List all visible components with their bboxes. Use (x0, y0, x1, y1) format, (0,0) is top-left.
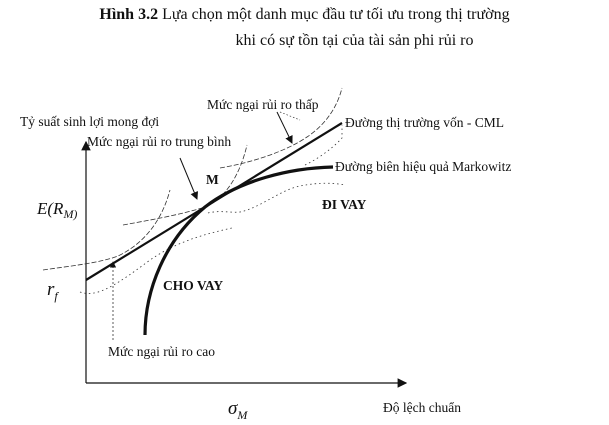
indifference-curve-medium (122, 144, 248, 226)
market-return-tick: E(RM) (36, 199, 77, 221)
x-axis-label: Độ lệch chuẩn (383, 400, 461, 415)
risk-free-tick: rf (47, 279, 59, 303)
markowitz-efficient-frontier (143, 165, 334, 336)
low-aversion-arrow (276, 111, 293, 144)
sigma-m-tick: σM (228, 398, 248, 422)
indifference-curve-low (219, 87, 343, 169)
y-axis-label: Tỷ suất sinh lợi mong đợi (20, 114, 159, 129)
figure-title-text: Lựa chọn một danh mục đầu tư tối ưu tron… (162, 6, 510, 23)
dotted-curve-lower (79, 227, 233, 294)
low-aversion-label: Mức ngại rủi ro thấp (207, 97, 319, 112)
indifference-curve-high (42, 189, 171, 271)
high-aversion-label: Mức ngại rủi ro cao (108, 344, 215, 359)
low-aversion-dotted (279, 111, 301, 121)
lending-label: CHO VAY (163, 278, 223, 293)
figure-title-line1: Hình 3.2 Lựa chọn một danh mục đầu tư tố… (0, 6, 609, 24)
point-m-label: M (206, 172, 219, 187)
dotted-curve-upper (304, 125, 343, 166)
borrowing-label: ĐI VAY (322, 197, 367, 212)
medium-aversion-arrow (179, 157, 199, 200)
frontier-label: Đường biên hiệu quả Markowitz (335, 159, 511, 174)
figure-title-line2: khi có sự tồn tại của tài sản phi rủi ro (235, 32, 474, 49)
figure-number: Hình 3.2 (99, 6, 159, 23)
medium-aversion-label: Mức ngại rủi ro trung bình (87, 134, 231, 149)
cml-label: Đường thị trường vốn - CML (345, 115, 504, 130)
